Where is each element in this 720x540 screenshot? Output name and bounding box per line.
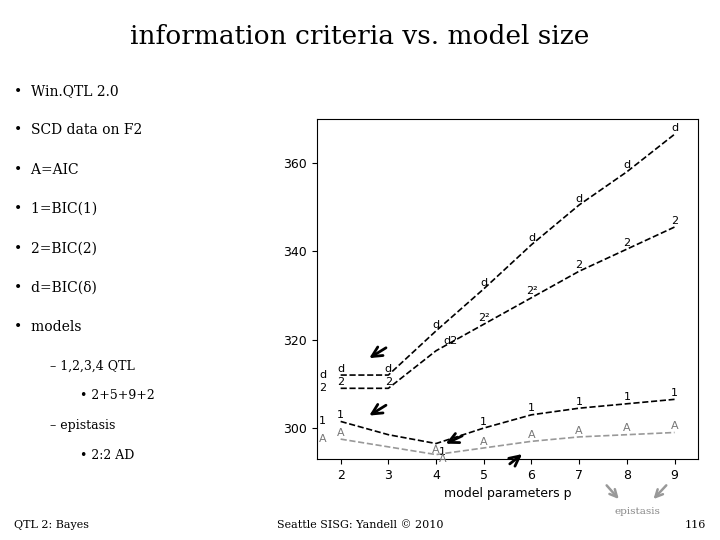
Text: QTL 2: Bayes: QTL 2: Bayes <box>14 520 89 530</box>
Text: •  SCD data on F2: • SCD data on F2 <box>14 123 143 137</box>
Text: •  1=BIC(1): • 1=BIC(1) <box>14 202 98 216</box>
Text: d2: d2 <box>444 336 457 346</box>
Text: 2: 2 <box>624 238 631 248</box>
Text: 2: 2 <box>575 260 582 270</box>
X-axis label: model parameters p: model parameters p <box>444 487 572 500</box>
Text: d: d <box>671 123 678 133</box>
Text: 1: 1 <box>480 417 487 427</box>
Text: A: A <box>337 428 344 438</box>
Text: A: A <box>575 426 583 436</box>
Text: d: d <box>624 160 631 171</box>
Text: 2²: 2² <box>526 286 537 296</box>
Text: •  A=AIC: • A=AIC <box>14 163 79 177</box>
Text: d: d <box>480 278 487 288</box>
Text: • 2:2 AD: • 2:2 AD <box>72 449 135 462</box>
Text: A: A <box>671 421 678 431</box>
Text: 1: 1 <box>624 393 630 402</box>
Text: 1: 1 <box>438 447 446 457</box>
Text: – 1,2,3,4 QTL: – 1,2,3,4 QTL <box>50 360 135 373</box>
Text: d: d <box>319 370 326 380</box>
Text: A: A <box>623 423 631 434</box>
Text: – epistasis: – epistasis <box>50 419 116 432</box>
Text: 1: 1 <box>528 403 535 414</box>
Text: 2: 2 <box>384 377 392 387</box>
Text: Seattle SISG: Yandell © 2010: Seattle SISG: Yandell © 2010 <box>276 520 444 530</box>
Text: •  d=BIC(δ): • d=BIC(δ) <box>14 281 97 295</box>
Text: •  Win.QTL 2.0: • Win.QTL 2.0 <box>14 84 119 98</box>
Text: 2: 2 <box>319 383 326 393</box>
Text: d: d <box>384 364 392 374</box>
Text: d: d <box>528 233 535 244</box>
Text: 2: 2 <box>671 215 678 226</box>
Text: • 2+5+9+2: • 2+5+9+2 <box>72 389 155 402</box>
Text: A: A <box>432 446 440 455</box>
Text: 2²: 2² <box>478 313 490 323</box>
Text: 1: 1 <box>337 410 344 420</box>
Text: 1: 1 <box>576 397 582 407</box>
Text: d: d <box>337 364 344 374</box>
Text: epistasis: epistasis <box>614 507 660 516</box>
Text: 2: 2 <box>337 377 344 387</box>
Text: A: A <box>528 430 535 440</box>
Text: •  models: • models <box>14 320 82 334</box>
Text: A: A <box>480 437 487 447</box>
Text: 1: 1 <box>671 388 678 398</box>
Text: d: d <box>433 320 440 329</box>
Text: A: A <box>438 454 446 464</box>
Text: 116: 116 <box>684 520 706 530</box>
Text: A: A <box>319 434 327 444</box>
Text: •  2=BIC(2): • 2=BIC(2) <box>14 241 97 255</box>
Text: information criteria vs. model size: information criteria vs. model size <box>130 24 590 49</box>
Text: d: d <box>575 194 582 204</box>
Text: 1: 1 <box>319 416 326 427</box>
